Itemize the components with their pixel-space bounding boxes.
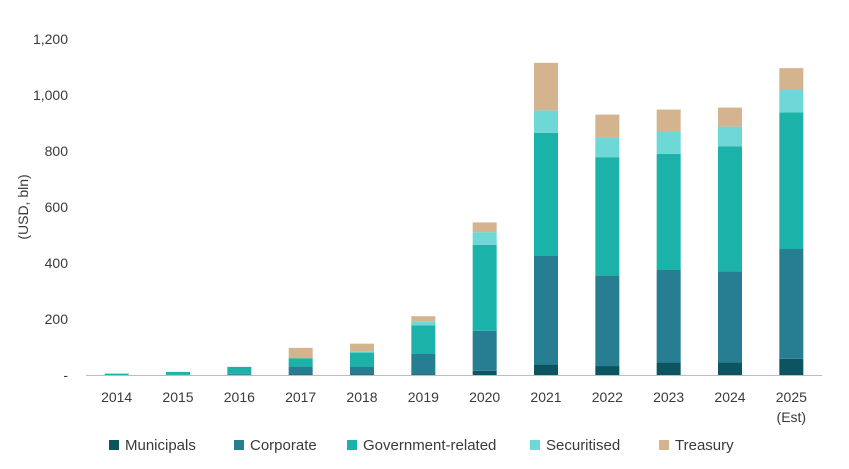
legend-label: Municipals xyxy=(125,437,196,454)
bar-segment-municipals-2018 xyxy=(350,374,374,375)
bars xyxy=(104,62,804,376)
legend-item-corporate: Corporate xyxy=(234,437,317,454)
legend-swatch xyxy=(530,440,540,450)
bar-segment-securitised-2020 xyxy=(472,232,497,245)
legend-swatch xyxy=(234,440,244,450)
x-tick-label: 2014 xyxy=(101,389,132,405)
y-axis: - 200 400 600 800 1,000 1,200 xyxy=(33,31,68,383)
y-tick-label: 1,200 xyxy=(33,31,68,47)
x-tick-label: 2021 xyxy=(530,389,561,405)
x-tick-label: 2019 xyxy=(408,389,439,405)
bar-segment-securitised-2018 xyxy=(350,351,374,353)
bar-segment-treasury-2020 xyxy=(472,222,497,233)
bar-segment-government-related-2020 xyxy=(472,244,497,331)
bar-segment-corporate-2017 xyxy=(288,366,313,375)
legend-item-treasury: Treasury xyxy=(659,437,734,454)
bar-segment-government-related-2023 xyxy=(656,153,681,270)
legend: Municipals Corporate Government-related Sec… xyxy=(109,437,734,454)
bar-segment-treasury-2025 xyxy=(779,68,804,90)
bar-segment-securitised-2021 xyxy=(534,110,558,133)
bar-segment-municipals-2021 xyxy=(534,364,558,375)
bar-segment-government-related-2018 xyxy=(350,352,374,367)
x-tick-label: 2022 xyxy=(592,389,623,405)
bar-segment-government-related-2021 xyxy=(534,132,558,256)
bar-segment-municipals-2023 xyxy=(656,362,681,375)
legend-label: Treasury xyxy=(675,437,734,454)
x-axis: 2014 2015 2016 2017 2018 2019 2020 2021 2022 2023… xyxy=(101,389,807,425)
y-tick-label: 600 xyxy=(45,199,69,215)
bar-segment-securitised-2023 xyxy=(656,131,681,154)
bar-segment-treasury-2017 xyxy=(288,347,313,359)
bar-segment-municipals-2020 xyxy=(472,370,497,375)
bar-segment-municipals-2024 xyxy=(718,362,742,375)
bar-segment-securitised-2019 xyxy=(411,321,436,326)
bar-segment-government-related-2016 xyxy=(227,366,252,374)
x-tick-label: 2024 xyxy=(714,389,745,405)
legend-item-securitised: Securitised xyxy=(530,437,620,454)
y-tick-label: 400 xyxy=(45,255,69,271)
x-tick-sublabel: (Est) xyxy=(777,409,807,425)
legend-label: Corporate xyxy=(250,437,317,454)
bar-segment-government-related-2017 xyxy=(288,358,313,367)
x-tick-label: 2016 xyxy=(224,389,255,405)
x-tick-label: 2018 xyxy=(346,389,377,405)
bar-segment-government-related-2024 xyxy=(718,146,742,272)
bar-segment-corporate-2024 xyxy=(718,271,742,363)
bar-segment-corporate-2025 xyxy=(779,249,804,359)
bar-segment-securitised-2022 xyxy=(595,137,620,158)
legend-swatch xyxy=(659,440,669,450)
x-tick-label: 2020 xyxy=(469,389,500,405)
x-tick-label: 2017 xyxy=(285,389,316,405)
x-tick-label: 2015 xyxy=(162,389,193,405)
bar-segment-government-related-2015 xyxy=(166,371,190,375)
bar-segment-corporate-2019 xyxy=(411,354,436,375)
bar-segment-securitised-2024 xyxy=(718,126,742,147)
y-axis-title: (USD, bln) xyxy=(15,174,31,239)
bar-segment-treasury-2018 xyxy=(350,343,374,352)
bar-segment-treasury-2023 xyxy=(656,109,681,132)
legend-swatch xyxy=(109,440,119,450)
legend-item-government-related: Government-related xyxy=(347,437,496,454)
y-tick-label: 200 xyxy=(45,311,69,327)
bar-segment-corporate-2022 xyxy=(595,275,620,367)
bar-segment-government-related-2014 xyxy=(104,373,129,375)
y-tick-label: 1,000 xyxy=(33,87,68,103)
bar-segment-municipals-2022 xyxy=(595,366,620,375)
bar-segment-corporate-2016 xyxy=(227,373,252,375)
y-tick-label: - xyxy=(63,367,68,383)
legend-label: Government-related xyxy=(363,437,496,454)
bar-segment-municipals-2025 xyxy=(779,358,804,375)
bar-segment-securitised-2025 xyxy=(779,89,804,113)
bar-segment-municipals-2019 xyxy=(411,374,436,375)
bar-segment-municipals-2017 xyxy=(288,374,313,375)
bar-segment-corporate-2018 xyxy=(350,366,374,375)
x-tick-label: 2025 xyxy=(776,389,807,405)
bar-segment-corporate-2020 xyxy=(472,330,497,371)
bar-segment-corporate-2023 xyxy=(656,270,681,363)
bar-segment-corporate-2021 xyxy=(534,256,558,365)
x-tick-label: 2023 xyxy=(653,389,684,405)
legend-item-municipals: Municipals xyxy=(109,437,196,454)
bar-segment-government-related-2022 xyxy=(595,157,620,276)
bar-segment-government-related-2025 xyxy=(779,112,804,249)
bar-segment-treasury-2022 xyxy=(595,114,620,138)
bar-segment-government-related-2019 xyxy=(411,325,436,354)
legend-swatch xyxy=(347,440,357,450)
bar-segment-treasury-2019 xyxy=(411,316,436,322)
legend-label: Securitised xyxy=(546,437,620,454)
bar-segment-treasury-2021 xyxy=(534,62,558,111)
y-tick-label: 800 xyxy=(45,143,69,159)
bar-segment-treasury-2024 xyxy=(718,107,742,127)
